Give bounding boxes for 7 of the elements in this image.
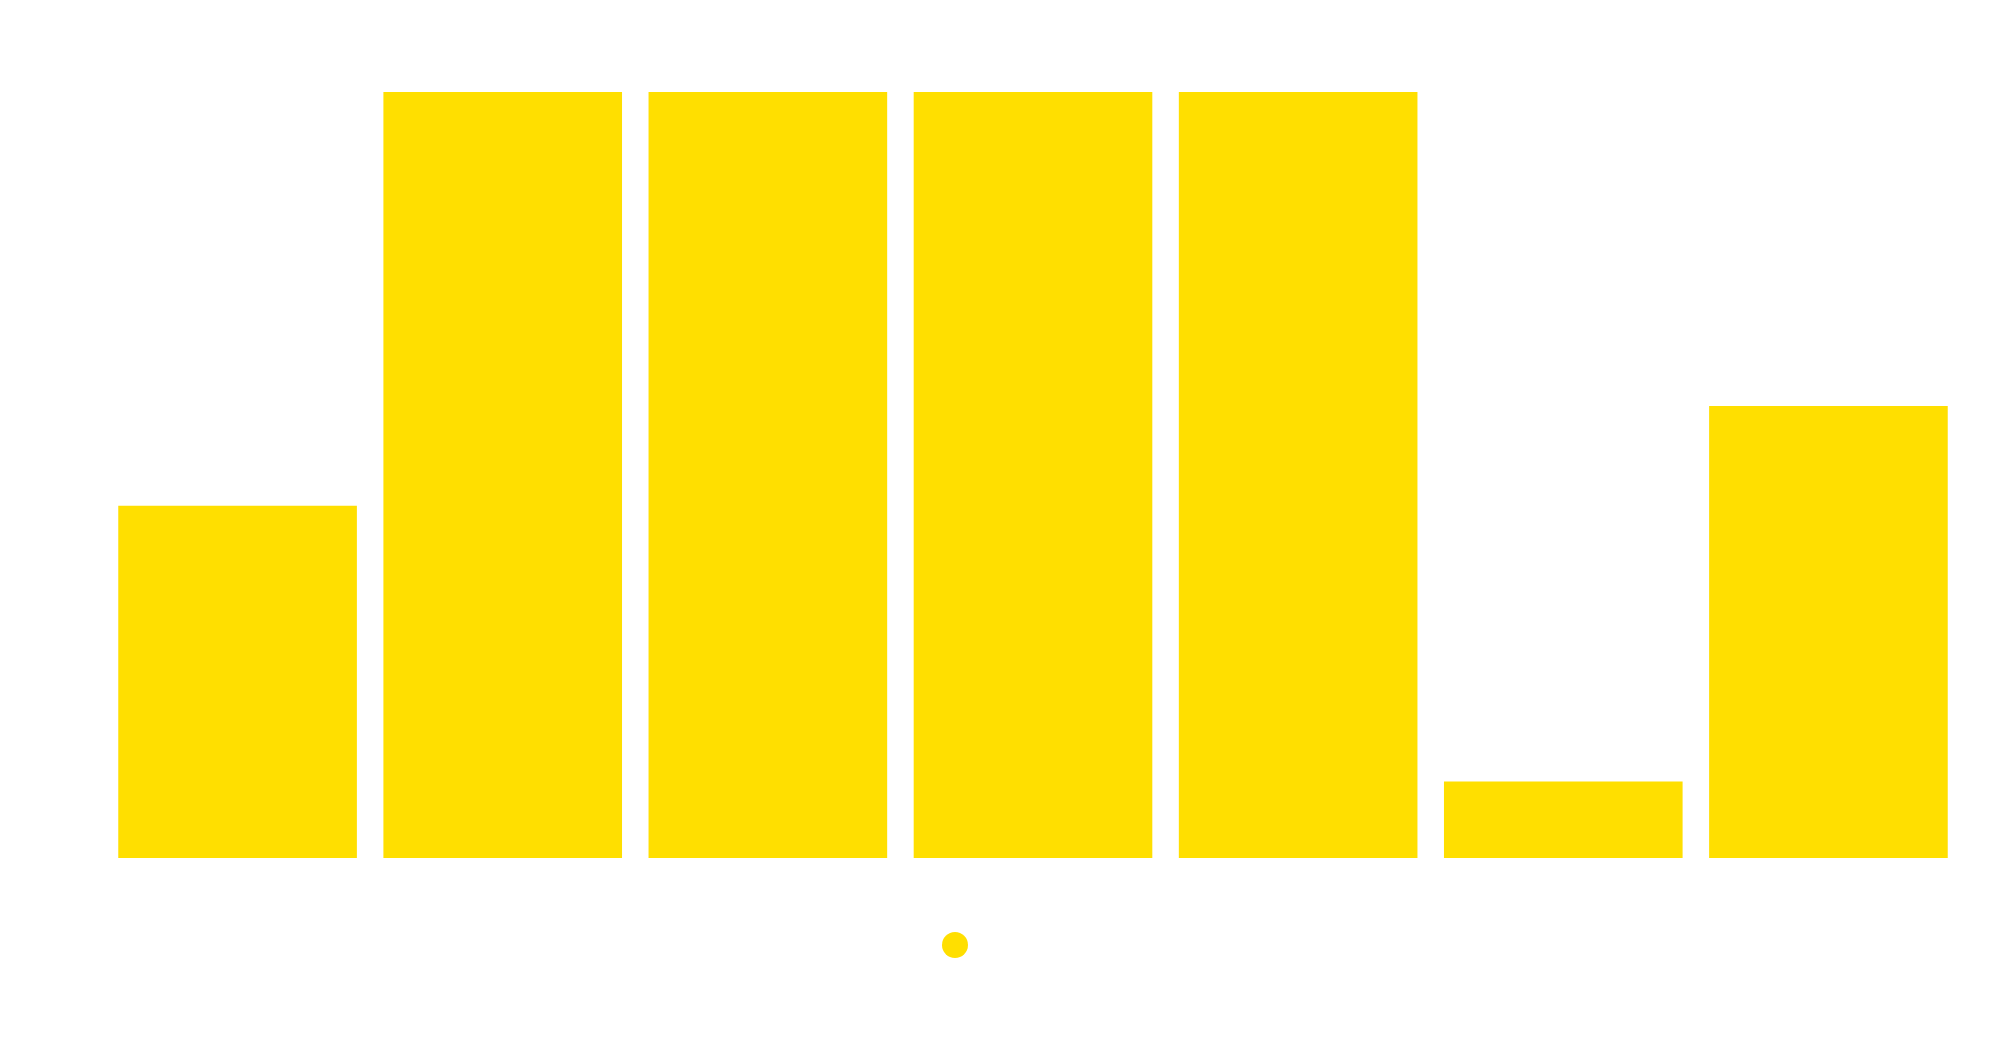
bar	[913, 92, 1153, 858]
bar	[118, 505, 357, 858]
bar	[1443, 781, 1683, 858]
bar	[648, 92, 888, 858]
bar	[1178, 92, 1418, 858]
bar	[383, 92, 623, 858]
bar	[1709, 406, 1948, 858]
